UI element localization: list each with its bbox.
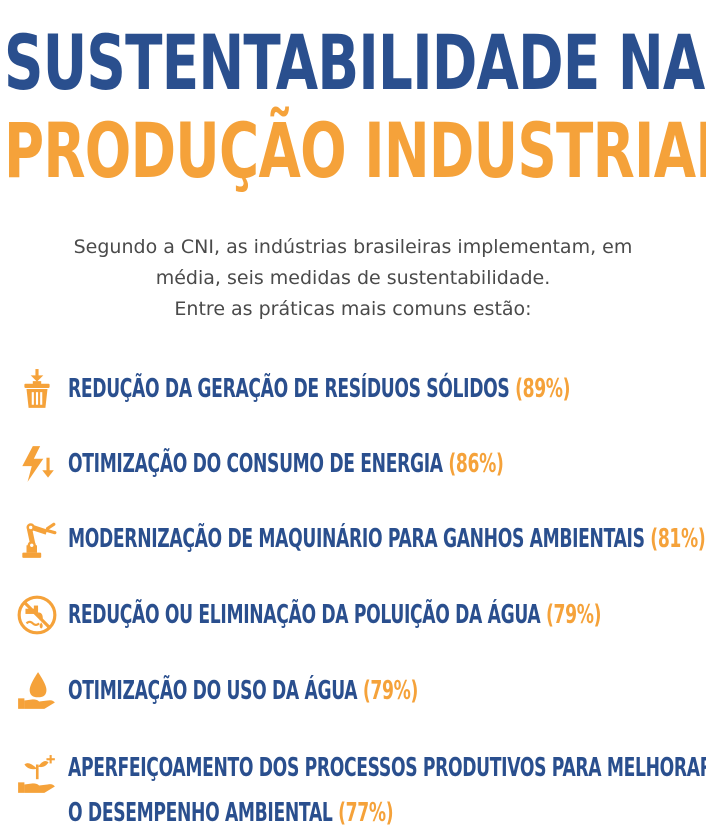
item-label: MODERNIZAÇÃO DE MAQUINÁRIO PARA GANHOS A… xyxy=(68,524,645,554)
no-water-pollution-icon xyxy=(14,592,60,638)
item-text: APERFEIÇOAMENTO DOS PROCESSOS PRODUTIVOS… xyxy=(68,746,706,836)
robot-arm-icon xyxy=(14,516,60,562)
list-item-solid-waste: REDUÇÃO DA GERAÇÃO DE RESÍDUOS SÓLIDOS (… xyxy=(14,366,704,412)
title-line-1: SUSTENTABILIDADE NA xyxy=(4,18,705,107)
trash-bin-icon xyxy=(14,366,60,412)
item-label-line-1: APERFEIÇOAMENTO DOS PROCESSOS PRODUTIVOS… xyxy=(68,753,706,783)
item-label-line-2: O DESEMPENHO AMBIENTAL (77%) xyxy=(68,791,706,836)
plant-hand-icon xyxy=(14,752,60,798)
item-percent: (86%) xyxy=(448,449,504,479)
item-label: OTIMIZAÇÃO DO CONSUMO DE ENERGIA xyxy=(68,449,443,479)
water-drop-hand-icon xyxy=(14,668,60,714)
list-item-production-process: APERFEIÇOAMENTO DOS PROCESSOS PRODUTIVOS… xyxy=(14,746,706,836)
item-text: OTIMIZAÇÃO DO CONSUMO DE ENERGIA (86%) xyxy=(68,447,504,481)
item-percent: (79%) xyxy=(362,676,419,706)
item-percent: (89%) xyxy=(515,374,571,404)
item-percent: (79%) xyxy=(546,600,602,630)
item-label: OTIMIZAÇÃO DO USO DA ÁGUA xyxy=(68,676,358,706)
item-text: OTIMIZAÇÃO DO USO DA ÁGUA (79%) xyxy=(68,674,418,708)
item-label: REDUÇÃO OU ELIMINAÇÃO DA POLUIÇÃO DA ÁGU… xyxy=(68,600,541,630)
intro-line-3: Entre as práticas mais comuns estão: xyxy=(174,298,532,320)
item-text: REDUÇÃO OU ELIMINAÇÃO DA POLUIÇÃO DA ÁGU… xyxy=(68,598,601,632)
item-label: O DESEMPENHO AMBIENTAL xyxy=(68,798,333,828)
intro-line-1: Segundo a CNI, as indústrias brasileiras… xyxy=(73,236,633,258)
item-percent: (77%) xyxy=(338,798,394,828)
list-item-water-use: OTIMIZAÇÃO DO USO DA ÁGUA (79%) xyxy=(14,668,704,714)
lightning-down-icon xyxy=(14,441,60,487)
item-text: REDUÇÃO DA GERAÇÃO DE RESÍDUOS SÓLIDOS (… xyxy=(68,372,571,406)
item-label: REDUÇÃO DA GERAÇÃO DE RESÍDUOS SÓLIDOS xyxy=(68,374,510,404)
item-percent: (81%) xyxy=(650,524,706,554)
title-line-2: PRODUÇÃO INDUSTRIAL xyxy=(4,106,706,195)
intro-text: Segundo a CNI, as indústrias brasileiras… xyxy=(0,232,706,325)
intro-line-2: média, seis medidas de sustentabilidade. xyxy=(155,267,551,289)
list-item-machinery: MODERNIZAÇÃO DE MAQUINÁRIO PARA GANHOS A… xyxy=(14,516,706,562)
list-item-water-pollution: REDUÇÃO OU ELIMINAÇÃO DA POLUIÇÃO DA ÁGU… xyxy=(14,592,704,638)
item-text: MODERNIZAÇÃO DE MAQUINÁRIO PARA GANHOS A… xyxy=(68,522,706,556)
list-item-energy: OTIMIZAÇÃO DO CONSUMO DE ENERGIA (86%) xyxy=(14,441,704,487)
